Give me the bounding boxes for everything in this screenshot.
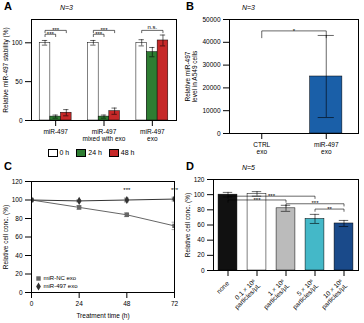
svg-text:20000: 20000 bbox=[202, 84, 220, 91]
svg-text:40: 40 bbox=[15, 252, 23, 259]
svg-text:48: 48 bbox=[123, 300, 131, 307]
svg-text:80: 80 bbox=[197, 206, 205, 213]
svg-text:24: 24 bbox=[76, 300, 84, 307]
html-text:N=3: N=3 bbox=[242, 4, 255, 11]
html-text:B: B bbox=[186, 0, 194, 12]
svg-text:miR-NC exo: miR-NC exo bbox=[44, 275, 77, 281]
svg-text:***: *** bbox=[268, 193, 276, 199]
svg-text:Relative miR-497level in A549: Relative miR-497level in A549 cells bbox=[184, 50, 198, 102]
svg-text:0: 0 bbox=[30, 300, 34, 307]
svg-text:***: *** bbox=[311, 200, 319, 206]
svg-text:10000: 10000 bbox=[202, 107, 220, 114]
svg-text:Relative cell conc. (%): Relative cell conc. (%) bbox=[2, 205, 10, 269]
svg-text:Relative miR-497 stability (%): Relative miR-497 stability (%) bbox=[2, 27, 10, 112]
svg-text:***: *** bbox=[100, 27, 108, 33]
html-text:48 h: 48 h bbox=[120, 148, 135, 156]
html-text:N=5: N=5 bbox=[242, 164, 255, 171]
svg-text:Treatment time (h): Treatment time (h) bbox=[76, 312, 129, 320]
svg-text:***: *** bbox=[123, 187, 131, 193]
svg-text:20: 20 bbox=[15, 270, 23, 277]
html-text:24 h: 24 h bbox=[88, 148, 102, 156]
svg-text:*: * bbox=[293, 28, 296, 34]
svg-text:miR-497: miR-497 bbox=[43, 128, 68, 135]
svg-text:miR-497exo: miR-497exo bbox=[140, 128, 165, 142]
svg-text:100: 100 bbox=[194, 191, 205, 198]
svg-text:0: 0 bbox=[201, 267, 205, 274]
html-text:N=3: N=3 bbox=[60, 4, 73, 11]
svg-text:5 × 10⁶particles/μL: 5 × 10⁶particles/μL bbox=[286, 277, 320, 311]
svg-text:100: 100 bbox=[12, 196, 23, 203]
svg-text:60: 60 bbox=[15, 233, 23, 240]
html-text:C: C bbox=[4, 160, 12, 172]
svg-text:***: *** bbox=[52, 27, 60, 33]
svg-text:40000: 40000 bbox=[202, 38, 220, 45]
svg-text:**: ** bbox=[327, 206, 332, 212]
svg-text:80: 80 bbox=[15, 215, 23, 222]
html-text:A: A bbox=[4, 0, 12, 12]
svg-text:72: 72 bbox=[171, 300, 179, 307]
svg-text:50: 50 bbox=[15, 78, 23, 85]
svg-text:none: none bbox=[215, 279, 230, 294]
svg-text:50000: 50000 bbox=[202, 16, 220, 23]
svg-text:0: 0 bbox=[19, 289, 23, 296]
svg-text:120: 120 bbox=[12, 178, 23, 185]
html-text:D: D bbox=[186, 160, 194, 172]
svg-text:miR-497mixed with exo: miR-497mixed with exo bbox=[83, 128, 126, 142]
svg-text:120: 120 bbox=[194, 176, 205, 183]
svg-text:miR-497exo: miR-497exo bbox=[314, 141, 339, 155]
svg-text:miR-497 exo: miR-497 exo bbox=[44, 283, 79, 289]
svg-text:0: 0 bbox=[217, 130, 221, 137]
svg-text:n.s.: n.s. bbox=[147, 24, 157, 30]
svg-text:1 × 10⁶particles/μL: 1 × 10⁶particles/μL bbox=[257, 277, 291, 311]
svg-text:***: *** bbox=[253, 197, 261, 203]
svg-text:20: 20 bbox=[197, 251, 205, 258]
svg-text:60: 60 bbox=[197, 221, 205, 228]
svg-text:100: 100 bbox=[12, 39, 23, 46]
svg-text:10 × 10⁶particles/μL: 10 × 10⁶particles/μL bbox=[315, 277, 349, 311]
svg-text:0.1 × 10⁶particles/μL: 0.1 × 10⁶particles/μL bbox=[228, 277, 262, 311]
html-text:0 h: 0 h bbox=[59, 148, 70, 156]
svg-text:30000: 30000 bbox=[202, 61, 220, 68]
svg-text:40: 40 bbox=[197, 236, 205, 243]
svg-text:Relative cell conc. (%): Relative cell conc. (%) bbox=[184, 193, 192, 257]
svg-text:CTRLexo: CTRLexo bbox=[253, 141, 270, 155]
svg-text:0: 0 bbox=[19, 117, 23, 124]
